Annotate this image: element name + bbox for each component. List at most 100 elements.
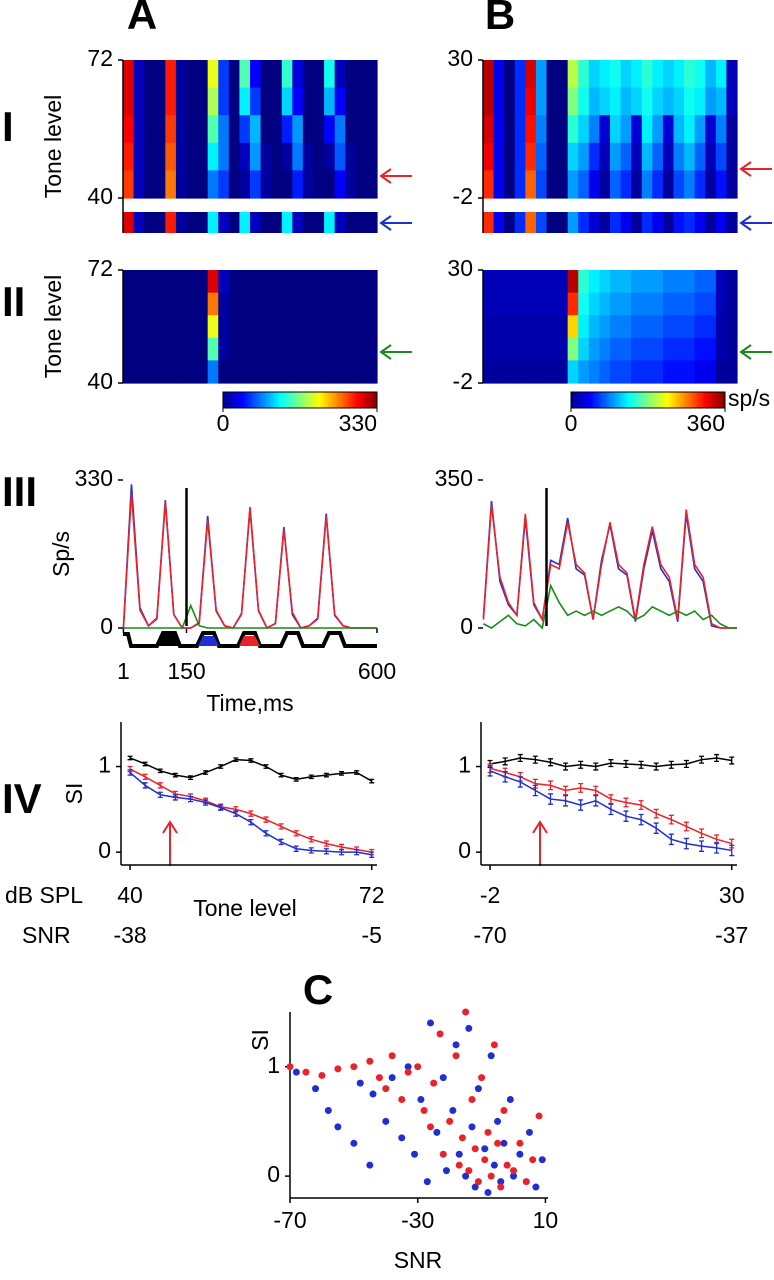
scatter-point	[494, 1139, 502, 1147]
heatmap-cell	[578, 292, 590, 316]
heatmap-cell	[197, 270, 209, 294]
heatmap-cell	[514, 270, 526, 294]
row-label: III	[2, 468, 37, 515]
heatmap-cell	[228, 115, 241, 144]
heatmap-cell	[504, 315, 516, 339]
heatmap-cell	[207, 337, 219, 361]
heatmap-cell	[355, 115, 368, 144]
y-axis-label: Sp/s	[48, 531, 74, 577]
heatmap-cell	[726, 212, 738, 233]
heatmap-cell	[578, 270, 590, 294]
scatter-point	[474, 1085, 482, 1093]
error-bar	[517, 776, 523, 788]
y-tick-label: 72	[87, 45, 113, 71]
error-bar	[248, 818, 254, 826]
colorbar	[570, 391, 726, 409]
heatmap-cell	[250, 60, 262, 89]
error-bar	[203, 770, 209, 775]
heatmap-cell	[250, 170, 262, 199]
heatmap-cell	[165, 115, 177, 144]
heatmap-cell	[567, 212, 579, 233]
heatmap-cell	[355, 337, 368, 361]
heatmap-cell	[133, 87, 145, 116]
heatmap-cell	[705, 87, 717, 116]
x2-tick-label: -70	[473, 922, 506, 948]
heatmap-cell	[186, 337, 198, 361]
heatmap-cell	[260, 115, 272, 144]
heatmap-cell	[673, 142, 685, 171]
heatmap-cell	[694, 142, 706, 171]
heatmap-cell	[154, 360, 166, 384]
heatmap-cell	[260, 60, 272, 89]
heatmap-cell	[239, 142, 251, 171]
heatmap-cell	[144, 337, 156, 361]
heatmap-cell	[610, 212, 622, 233]
heatmap-cell	[334, 142, 346, 171]
heatmap-cell	[345, 212, 357, 233]
error-bar	[699, 840, 705, 852]
heatmap-cell	[207, 142, 219, 171]
error-bar	[638, 760, 644, 769]
heatmap-cell	[514, 87, 526, 116]
heatmap-cell	[218, 337, 230, 361]
y-axis-label: Tone level	[40, 95, 66, 199]
heatmap-cell	[123, 87, 135, 116]
heatmap-cell	[218, 60, 230, 89]
heatmap-cell	[662, 60, 675, 89]
heatmap-cell	[302, 142, 315, 171]
heatmap-cell	[281, 315, 293, 339]
scatter-point	[462, 1172, 470, 1180]
heatmap-cell	[239, 170, 251, 199]
heatmap-cell	[144, 360, 156, 384]
heatmap-cell	[726, 270, 738, 294]
heatmap-cell	[705, 337, 717, 361]
error-bar	[263, 830, 269, 837]
heatmap-cell	[483, 115, 495, 144]
heatmap-cell	[504, 142, 516, 171]
heatmap-cell	[715, 60, 728, 89]
heatmap-cell	[133, 337, 145, 361]
heatmap-cell	[641, 292, 653, 316]
error-bar	[323, 772, 329, 778]
heatmap-cell	[546, 212, 558, 233]
heatmap-cell	[207, 360, 219, 384]
heatmap-cell	[165, 60, 177, 89]
error-bar	[563, 762, 569, 771]
error-bar	[608, 759, 614, 768]
error-bar	[278, 772, 284, 778]
heatmap-cell	[302, 212, 315, 233]
scatter-point	[490, 1161, 498, 1169]
scatter-point	[426, 1019, 434, 1027]
error-bar	[127, 755, 133, 761]
heatmap-cell	[567, 315, 579, 339]
heatmap-cell	[578, 87, 590, 116]
heatmap-cell	[493, 115, 505, 144]
heatmap-cell	[620, 115, 632, 144]
error-bar	[578, 760, 584, 769]
heatmap-cell	[281, 87, 293, 116]
scatter-point	[503, 1161, 511, 1169]
stimulus-pip	[239, 636, 260, 646]
x2-axis-label: SNR	[22, 922, 71, 948]
scatter-point	[426, 1123, 434, 1131]
heatmap-cell	[525, 337, 537, 361]
heatmap-cell	[694, 315, 706, 339]
heatmap-cell	[324, 212, 336, 233]
heatmap-cell	[493, 337, 505, 361]
heatmap-cell	[557, 87, 569, 116]
y-tick-label: 330	[75, 465, 113, 491]
error-bar	[547, 793, 553, 805]
heatmap-cell	[599, 170, 611, 199]
heatmap-cell	[260, 170, 272, 199]
heatmap-cell	[175, 87, 188, 116]
y-tick-label: -2	[453, 183, 473, 209]
heatmap-cell	[281, 142, 293, 171]
heatmap-cell	[292, 337, 304, 361]
error-bar	[308, 847, 314, 854]
error-bar	[638, 813, 644, 826]
heatmap-cell	[186, 170, 198, 199]
scatter-point	[318, 1071, 326, 1079]
heatmap-cell	[673, 270, 685, 294]
heatmap-cell	[271, 87, 283, 116]
heatmap-cell	[694, 360, 706, 384]
